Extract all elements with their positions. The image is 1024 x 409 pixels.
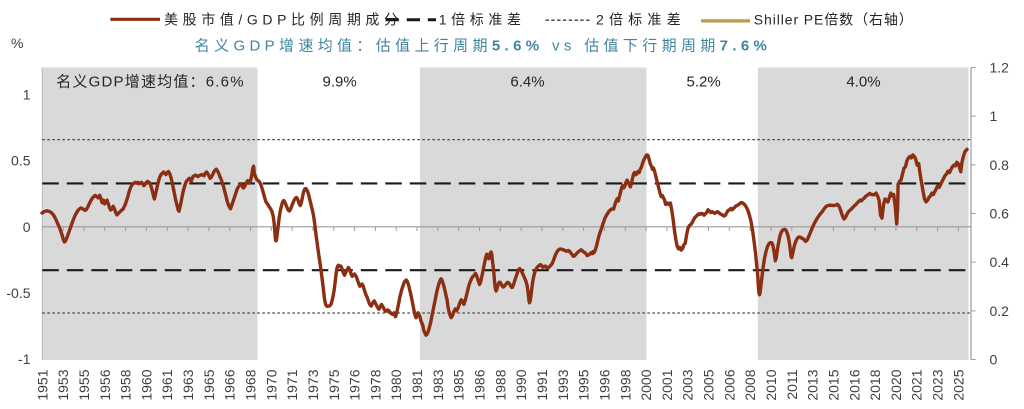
svg-text:-1: -1 [18, 351, 31, 367]
svg-text:2015: 2015 [826, 369, 842, 400]
svg-text:1993: 1993 [555, 369, 571, 400]
svg-text:1981: 1981 [409, 369, 425, 400]
svg-text:1963: 1963 [180, 369, 196, 400]
svg-text:Shiller PE倍数（右轴）: Shiller PE倍数（右轴） [754, 12, 914, 28]
svg-text:1951: 1951 [34, 369, 50, 400]
svg-text:1971: 1971 [284, 369, 300, 400]
svg-text:2025: 2025 [950, 369, 966, 400]
svg-text:2023: 2023 [930, 369, 946, 400]
svg-text:%: % [11, 35, 23, 51]
svg-text:2013: 2013 [805, 369, 821, 400]
svg-text:1970: 1970 [263, 369, 279, 400]
svg-text:2018: 2018 [867, 369, 883, 400]
svg-text:1995: 1995 [576, 369, 592, 400]
svg-text:2010: 2010 [763, 369, 779, 400]
svg-text:1955: 1955 [76, 369, 92, 400]
svg-text:0.6: 0.6 [990, 206, 1010, 222]
svg-text:1975: 1975 [326, 369, 342, 400]
svg-text:0.2: 0.2 [990, 303, 1010, 319]
svg-text:1960: 1960 [138, 369, 154, 400]
svg-text:1968: 1968 [243, 369, 259, 400]
svg-text:2020: 2020 [888, 369, 904, 400]
svg-text:2011: 2011 [784, 369, 800, 399]
svg-text:2001: 2001 [659, 369, 675, 400]
svg-text:名义GDP增速均值：6.6%: 名义GDP增速均值：6.6% [56, 74, 245, 91]
svg-text:1990: 1990 [513, 369, 529, 400]
svg-text:1985: 1985 [451, 369, 467, 400]
svg-text:名义GDP增速均值：估值上行周期5.6% vs 估值下行期周: 名义GDP增速均值：估值上行周期5.6% vs 估值下行期周期7.6% [195, 38, 771, 55]
svg-text:2016: 2016 [846, 369, 862, 400]
svg-text:0: 0 [990, 352, 998, 368]
svg-text:5.2%: 5.2% [686, 74, 720, 91]
svg-text:1961: 1961 [159, 369, 175, 400]
svg-text:0.8: 0.8 [990, 157, 1010, 173]
svg-text:0: 0 [23, 219, 31, 235]
svg-text:1: 1 [23, 87, 31, 103]
svg-text:1966: 1966 [222, 369, 238, 400]
svg-text:1953: 1953 [55, 369, 71, 400]
svg-text:1988: 1988 [492, 369, 508, 400]
svg-text:美股市值/GDP比例周期成分: 美股市值/GDP比例周期成分 [164, 12, 403, 28]
svg-text:1998: 1998 [617, 369, 633, 400]
svg-text:1976: 1976 [347, 369, 363, 400]
svg-text:1996: 1996 [596, 369, 612, 400]
svg-text:1.2: 1.2 [990, 60, 1010, 76]
svg-text:2006: 2006 [721, 369, 737, 400]
svg-text:-0.5: -0.5 [6, 285, 30, 301]
svg-text:1956: 1956 [97, 369, 113, 400]
svg-text:0.5: 0.5 [11, 153, 31, 169]
svg-text:1965: 1965 [201, 369, 217, 400]
svg-text:1倍标准差: 1倍标准差 [439, 12, 526, 28]
svg-text:2倍标准差: 2倍标准差 [596, 12, 686, 28]
svg-text:2003: 2003 [680, 369, 696, 400]
svg-text:1991: 1991 [534, 369, 550, 400]
svg-text:2021: 2021 [909, 369, 925, 400]
svg-text:1958: 1958 [118, 369, 134, 400]
svg-text:4.0%: 4.0% [846, 74, 880, 91]
svg-text:1983: 1983 [430, 369, 446, 400]
svg-text:2000: 2000 [638, 369, 654, 400]
svg-text:0.4: 0.4 [990, 254, 1010, 270]
svg-text:1: 1 [990, 108, 998, 124]
svg-text:1986: 1986 [472, 369, 488, 400]
svg-text:6.4%: 6.4% [510, 74, 544, 91]
svg-text:1973: 1973 [305, 369, 321, 400]
svg-text:2005: 2005 [701, 369, 717, 400]
svg-text:2008: 2008 [742, 369, 758, 400]
svg-text:9.9%: 9.9% [322, 74, 356, 91]
svg-text:1978: 1978 [367, 369, 383, 400]
svg-text:1980: 1980 [388, 369, 404, 400]
